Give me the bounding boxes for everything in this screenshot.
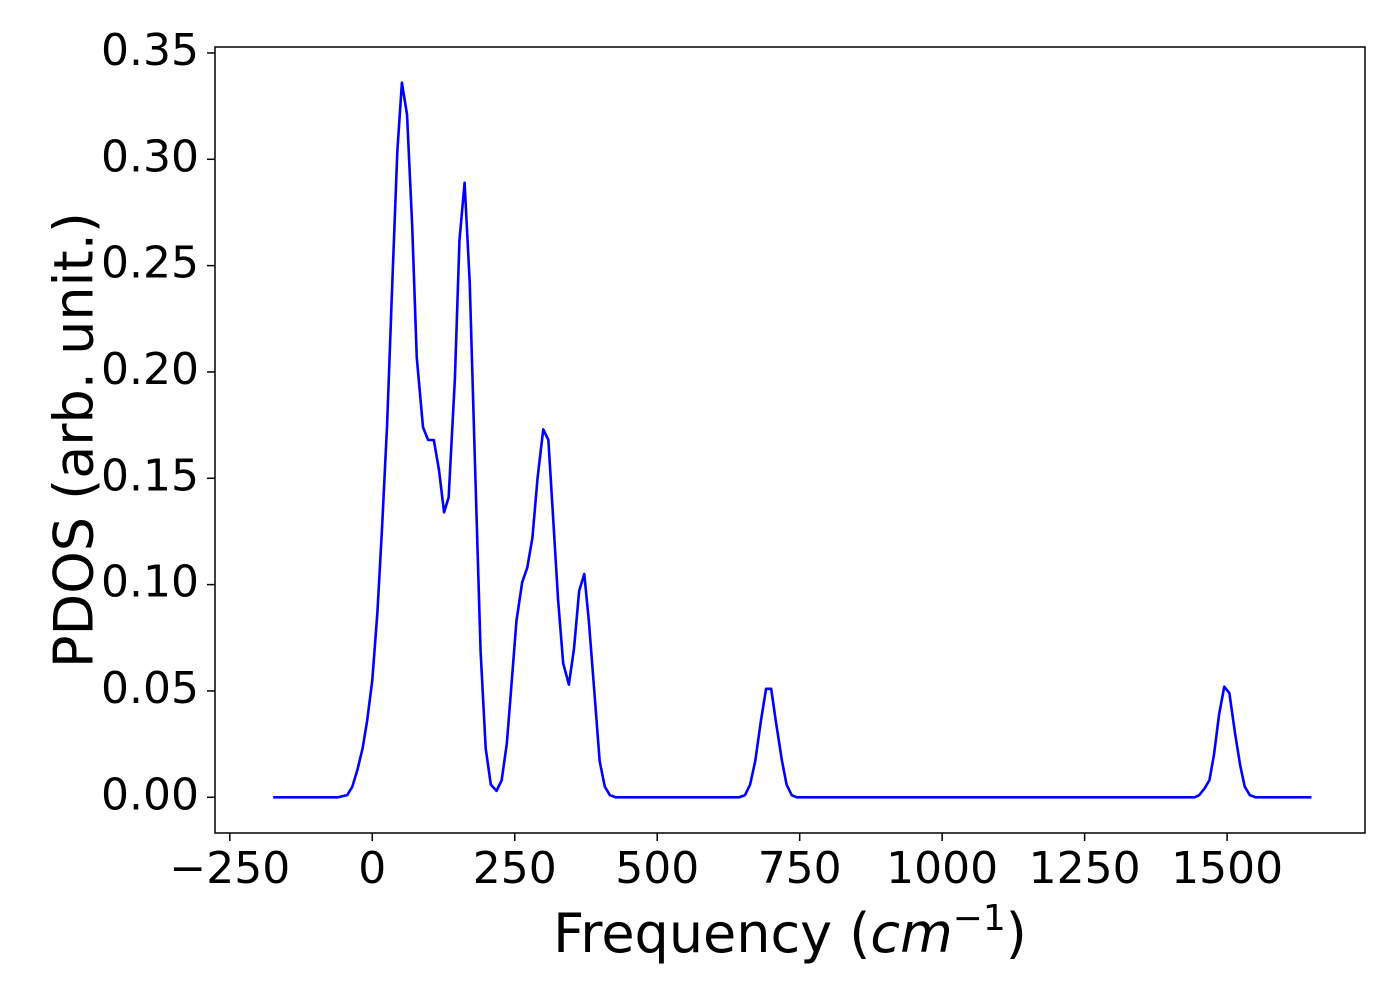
x-label-text: Frequency ( [553,902,870,965]
y-tick-label: 0.15 [101,450,199,501]
x-tick-label: 750 [758,843,842,894]
x-tick-label: −250 [169,843,290,894]
x-label-sup: −1 [953,898,1006,939]
x-tick-label: 1500 [1171,843,1283,894]
y-tick-label: 0.30 [101,131,199,182]
y-axis-label: PDOS (arb. unit.) [43,212,106,668]
x-label-close: ) [1006,902,1027,965]
y-tick-label: 0.35 [101,25,199,76]
x-tick-label: 0 [358,843,386,894]
y-tick-label: 0.00 [101,769,199,820]
x-tick-label: 500 [615,843,699,894]
x-tick-label: 250 [473,843,557,894]
plot-frame [214,46,1366,834]
x-tick-label: 1000 [886,843,998,894]
y-tick-label: 0.20 [101,344,199,395]
x-tick-label: 1250 [1029,843,1141,894]
y-tick-label: 0.25 [101,238,199,289]
y-tick-label: 0.05 [101,663,199,714]
data-line [273,81,1312,799]
x-label-math: cm [870,902,952,965]
x-axis-label: Frequency (cm−1) [553,898,1027,965]
y-tick-label: 0.10 [101,557,199,608]
